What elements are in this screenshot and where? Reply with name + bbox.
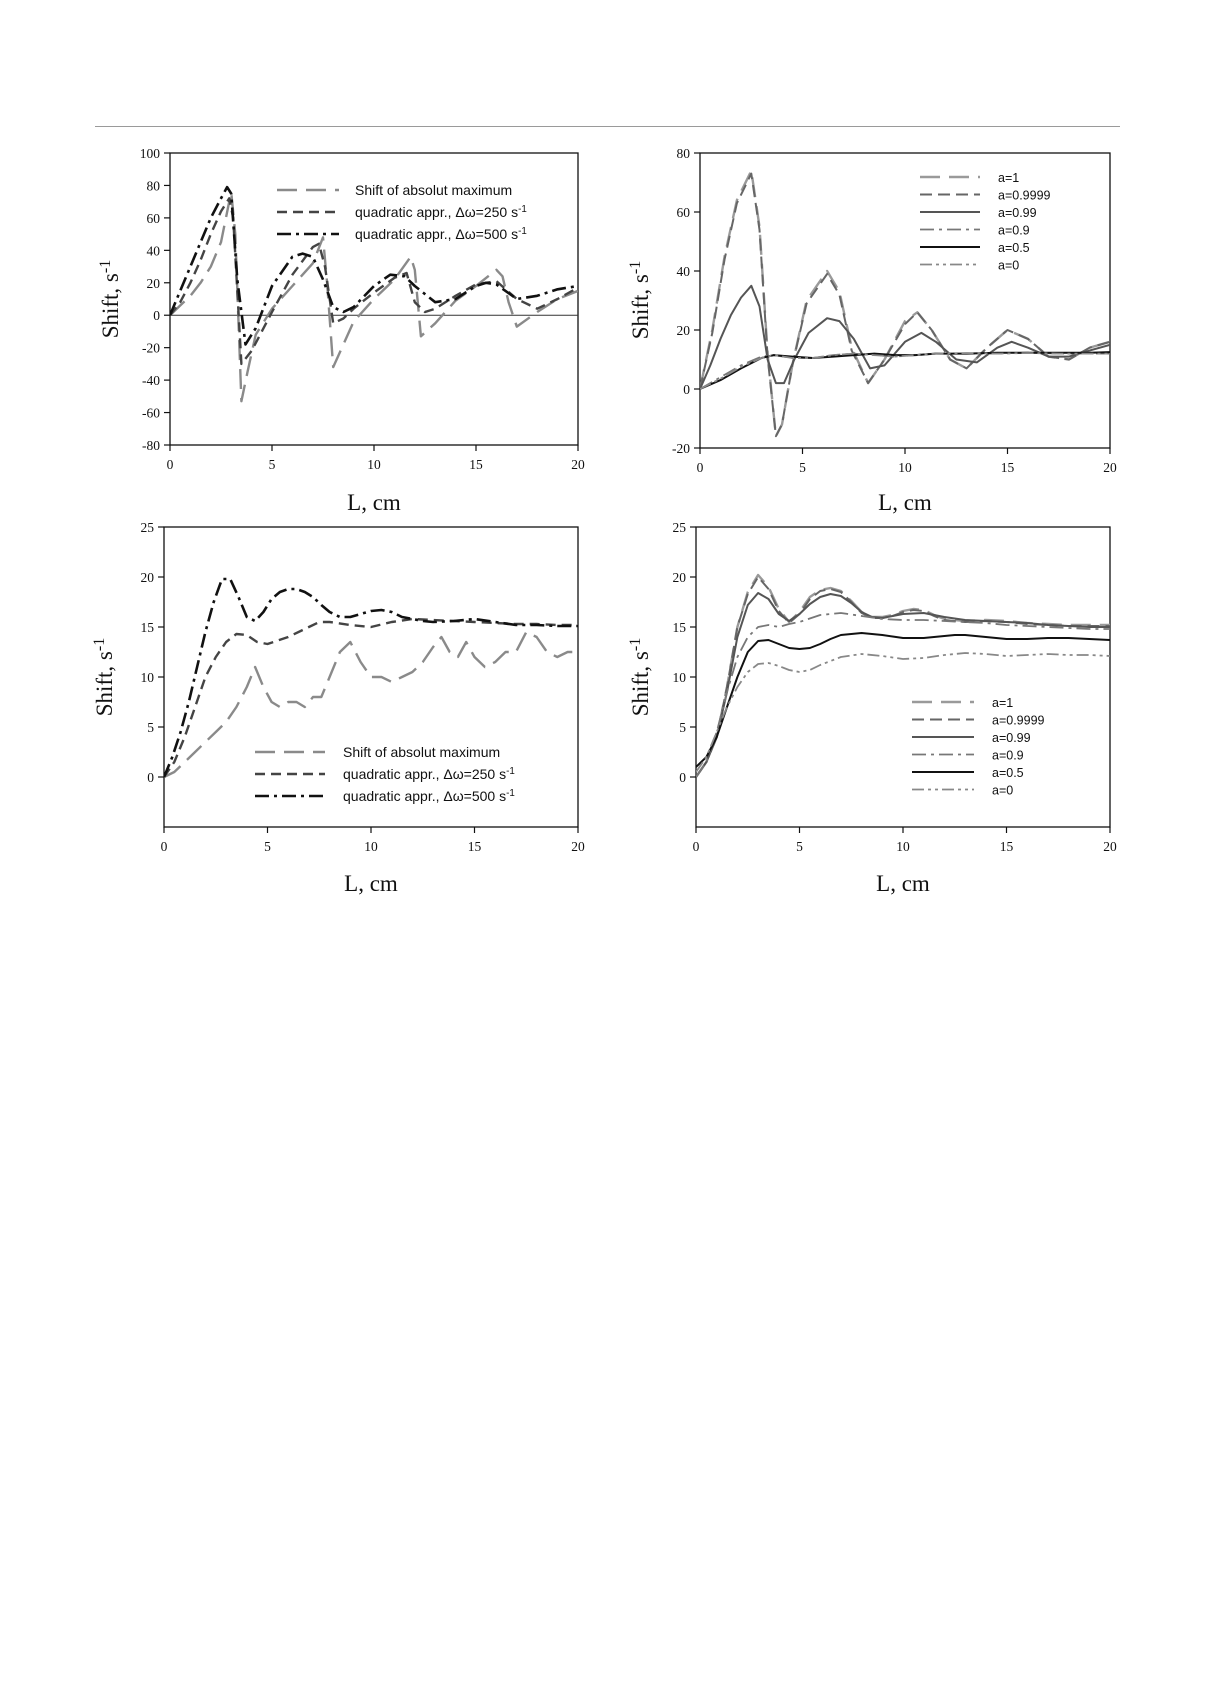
legend-label-2: a=0.9999 [998, 189, 1051, 203]
legend-label-4: a=0.9 [998, 224, 1030, 238]
x-tick-label: 20 [571, 457, 585, 472]
y-tick-label: 60 [147, 211, 161, 226]
legend-label-6: a=0 [998, 259, 1019, 273]
series-line-3 [696, 592, 1110, 778]
legend-label-6: a=0 [992, 784, 1013, 798]
series-line-1 [696, 573, 1110, 778]
series-line-2 [696, 576, 1110, 778]
series-line-6 [700, 352, 1110, 390]
y-tick-label: 20 [673, 570, 687, 585]
series-line-2 [164, 617, 578, 778]
y-tick-label: 15 [673, 620, 687, 635]
x-axis-title: L, cm [878, 490, 932, 515]
plot-frame [695, 526, 1111, 828]
y-tick-label: 40 [677, 264, 691, 279]
legend-label-3: quadratic appr., Δω=500 s-1 [343, 788, 515, 805]
y-tick-label: 0 [153, 308, 160, 323]
y-tick-label: 80 [677, 146, 691, 161]
y-tick-label: 10 [673, 670, 687, 685]
series-line-5 [696, 632, 1110, 768]
x-tick-label: 10 [367, 457, 381, 472]
x-tick-label: 20 [571, 839, 585, 854]
y-tick-label: 40 [147, 243, 161, 258]
x-axis-title: L, cm [876, 871, 930, 896]
x-tick-label: 10 [896, 839, 910, 854]
x-tick-label: 0 [161, 839, 168, 854]
x-tick-label: 20 [1103, 839, 1117, 854]
y-tick-label: 20 [677, 323, 691, 338]
x-tick-label: 15 [1000, 839, 1014, 854]
legend-label-1: Shift of absolut maximum [343, 744, 500, 760]
x-tick-label: 10 [898, 460, 912, 475]
y-tick-label: -40 [142, 373, 160, 388]
x-tick-label: 15 [469, 457, 483, 472]
legend-label-3: a=0.99 [998, 206, 1037, 220]
legend-label-1: a=1 [992, 696, 1013, 710]
y-tick-label: 20 [147, 276, 161, 291]
x-tick-label: 10 [364, 839, 378, 854]
y-tick-label: 5 [147, 720, 154, 735]
x-tick-label: 5 [799, 460, 806, 475]
legend-label-4: a=0.9 [992, 749, 1024, 763]
series-line-2 [170, 197, 578, 366]
y-tick-label: 25 [673, 520, 687, 535]
y-tick-label: -20 [672, 441, 690, 456]
legend-label-2: quadratic appr., Δω=250 s-1 [355, 204, 527, 221]
series-line-4 [696, 612, 1110, 778]
series-line-1 [164, 630, 578, 779]
legend-label-1: Shift of absolut maximum [355, 182, 512, 198]
y-tick-label: 0 [679, 770, 686, 785]
y-axis-title: Shift, s-1 [627, 261, 654, 340]
legend-label-2: a=0.9999 [992, 714, 1045, 728]
x-tick-label: 20 [1103, 460, 1117, 475]
legend-label-3: quadratic appr., Δω=500 s-1 [355, 226, 527, 243]
y-tick-label: -80 [142, 438, 160, 453]
y-axis-title: Shift, s-1 [97, 260, 124, 339]
legend-label-3: a=0.99 [992, 731, 1031, 745]
y-tick-label: 15 [141, 620, 155, 635]
y-tick-label: 100 [140, 146, 161, 161]
y-axis-title: Shift, s-1 [91, 638, 118, 717]
x-tick-label: 5 [264, 839, 271, 854]
x-tick-label: 0 [167, 457, 174, 472]
y-axis-title: Shift, s-1 [627, 638, 654, 717]
y-tick-label: 20 [141, 570, 155, 585]
x-tick-label: 5 [269, 457, 276, 472]
series-line-3 [700, 284, 1110, 390]
y-tick-label: 0 [683, 382, 690, 397]
x-tick-label: 0 [697, 460, 704, 475]
legend-label-1: a=1 [998, 171, 1019, 185]
y-tick-label: 0 [147, 770, 154, 785]
x-tick-label: 0 [693, 839, 700, 854]
legend-label-2: quadratic appr., Δω=250 s-1 [343, 766, 515, 783]
x-tick-label: 5 [796, 839, 803, 854]
y-tick-label: 60 [677, 205, 691, 220]
y-tick-label: 5 [679, 720, 686, 735]
series-line-6 [696, 652, 1110, 773]
x-axis-title: L, cm [344, 871, 398, 896]
x-tick-label: 15 [1001, 460, 1015, 475]
y-tick-label: 10 [141, 670, 155, 685]
series-line-1 [170, 190, 578, 403]
legend-label-5: a=0.5 [992, 766, 1024, 780]
y-tick-label: -20 [142, 341, 160, 356]
y-tick-label: -60 [142, 406, 160, 421]
series-line-3 [170, 185, 578, 346]
x-axis-title: L, cm [347, 490, 401, 515]
y-tick-label: 25 [141, 520, 155, 535]
header-rule [95, 126, 1120, 127]
x-tick-label: 15 [468, 839, 482, 854]
legend-label-5: a=0.5 [998, 241, 1030, 255]
series-line-3 [164, 577, 578, 778]
y-tick-label: 80 [147, 178, 161, 193]
series-line-2 [700, 172, 1110, 438]
